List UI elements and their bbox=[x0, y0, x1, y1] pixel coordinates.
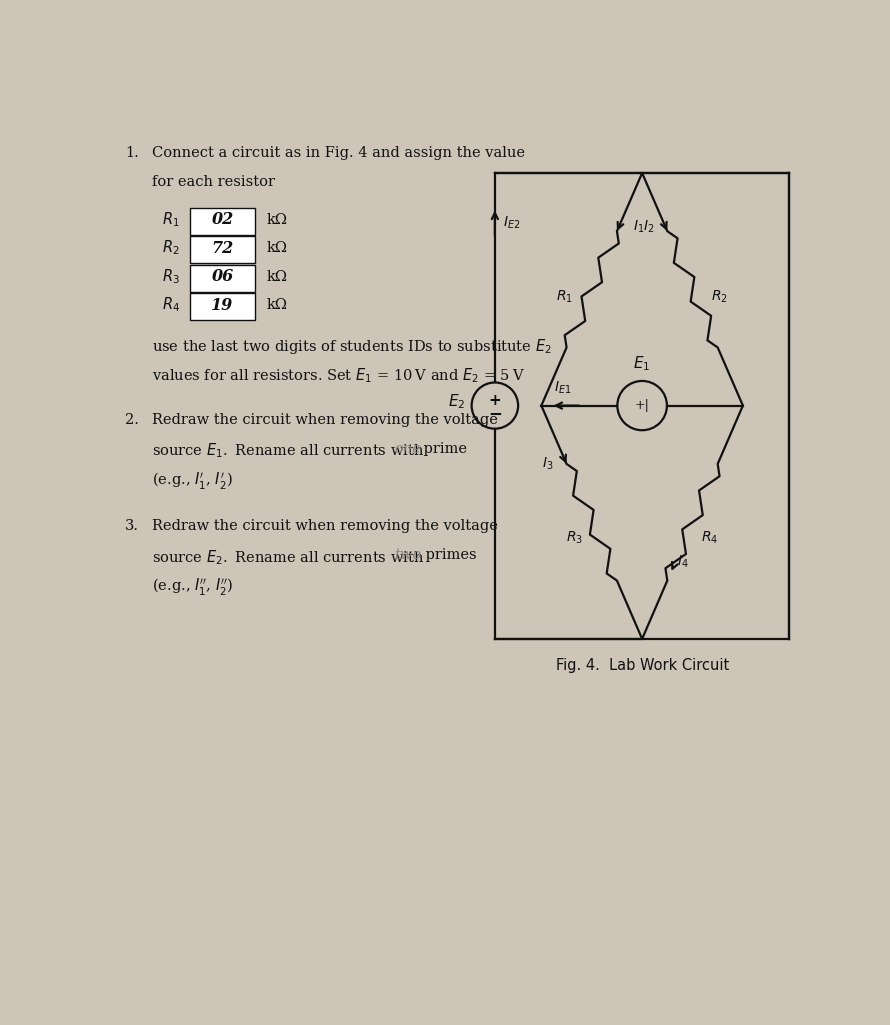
Text: $I_2$: $I_2$ bbox=[643, 218, 654, 235]
Text: 19: 19 bbox=[211, 296, 233, 314]
Text: +: + bbox=[489, 394, 501, 409]
Bar bbox=[190, 293, 255, 320]
Text: 3.: 3. bbox=[125, 519, 139, 533]
Text: Fig. 4.  Lab Work Circuit: Fig. 4. Lab Work Circuit bbox=[555, 658, 729, 673]
Text: two: two bbox=[394, 548, 421, 562]
Text: Connect a circuit as in Fig. 4 and assign the value: Connect a circuit as in Fig. 4 and assig… bbox=[152, 147, 525, 160]
Text: primes: primes bbox=[421, 548, 477, 562]
Text: one: one bbox=[394, 442, 421, 456]
Bar bbox=[190, 236, 255, 263]
Text: 02: 02 bbox=[211, 211, 233, 229]
Text: source $E_1$.  Rename all currents with: source $E_1$. Rename all currents with bbox=[152, 442, 425, 460]
Text: $R_2$: $R_2$ bbox=[162, 239, 180, 257]
Bar bbox=[190, 264, 255, 292]
Text: (e.g., $I_1^{\prime\prime}$, $I_2^{\prime\prime}$): (e.g., $I_1^{\prime\prime}$, $I_2^{\prim… bbox=[152, 577, 234, 599]
Text: $E_2$: $E_2$ bbox=[449, 393, 465, 411]
Text: −: − bbox=[488, 404, 502, 422]
Text: $R_3$: $R_3$ bbox=[162, 268, 180, 286]
Text: 1.: 1. bbox=[125, 147, 139, 160]
Text: $I_4$: $I_4$ bbox=[676, 554, 688, 570]
Text: $R_2$: $R_2$ bbox=[711, 289, 728, 305]
Text: (e.g., $I_1'$, $I_2'$): (e.g., $I_1'$, $I_2'$) bbox=[152, 472, 233, 492]
Text: $R_4$: $R_4$ bbox=[701, 530, 718, 546]
Text: $R_3$: $R_3$ bbox=[566, 530, 583, 546]
Bar bbox=[190, 208, 255, 235]
Text: use the last two digits of students IDs to substitute $E_2$: use the last two digits of students IDs … bbox=[152, 337, 552, 356]
Text: kΩ: kΩ bbox=[266, 241, 287, 255]
Text: Redraw the circuit when removing the voltage: Redraw the circuit when removing the vol… bbox=[152, 519, 498, 533]
Text: 2.: 2. bbox=[125, 412, 139, 426]
Text: $R_1$: $R_1$ bbox=[162, 210, 180, 229]
Text: 72: 72 bbox=[211, 240, 233, 256]
Text: $E_1$: $E_1$ bbox=[634, 355, 651, 373]
Text: kΩ: kΩ bbox=[266, 270, 287, 284]
Text: 06: 06 bbox=[211, 269, 233, 285]
Text: source $E_2$.  Rename all currents with: source $E_2$. Rename all currents with bbox=[152, 548, 425, 567]
Text: $R_1$: $R_1$ bbox=[556, 289, 573, 305]
Text: $I_{E1}$: $I_{E1}$ bbox=[554, 380, 571, 397]
Text: $I_1$: $I_1$ bbox=[634, 218, 644, 235]
Text: +|: +| bbox=[635, 399, 650, 412]
Text: Redraw the circuit when removing the voltage: Redraw the circuit when removing the vol… bbox=[152, 412, 498, 426]
Text: values for all resistors. Set $E_1$ = 10 V and $E_2$ = 5 V: values for all resistors. Set $E_1$ = 10… bbox=[152, 366, 525, 385]
Text: $I_3$: $I_3$ bbox=[542, 455, 554, 472]
Text: $R_4$: $R_4$ bbox=[162, 296, 180, 315]
Text: $I_{E2}$: $I_{E2}$ bbox=[503, 215, 520, 232]
Text: kΩ: kΩ bbox=[266, 212, 287, 227]
Text: for each resistor: for each resistor bbox=[152, 175, 275, 190]
Text: prime: prime bbox=[419, 442, 467, 456]
Text: kΩ: kΩ bbox=[266, 298, 287, 312]
